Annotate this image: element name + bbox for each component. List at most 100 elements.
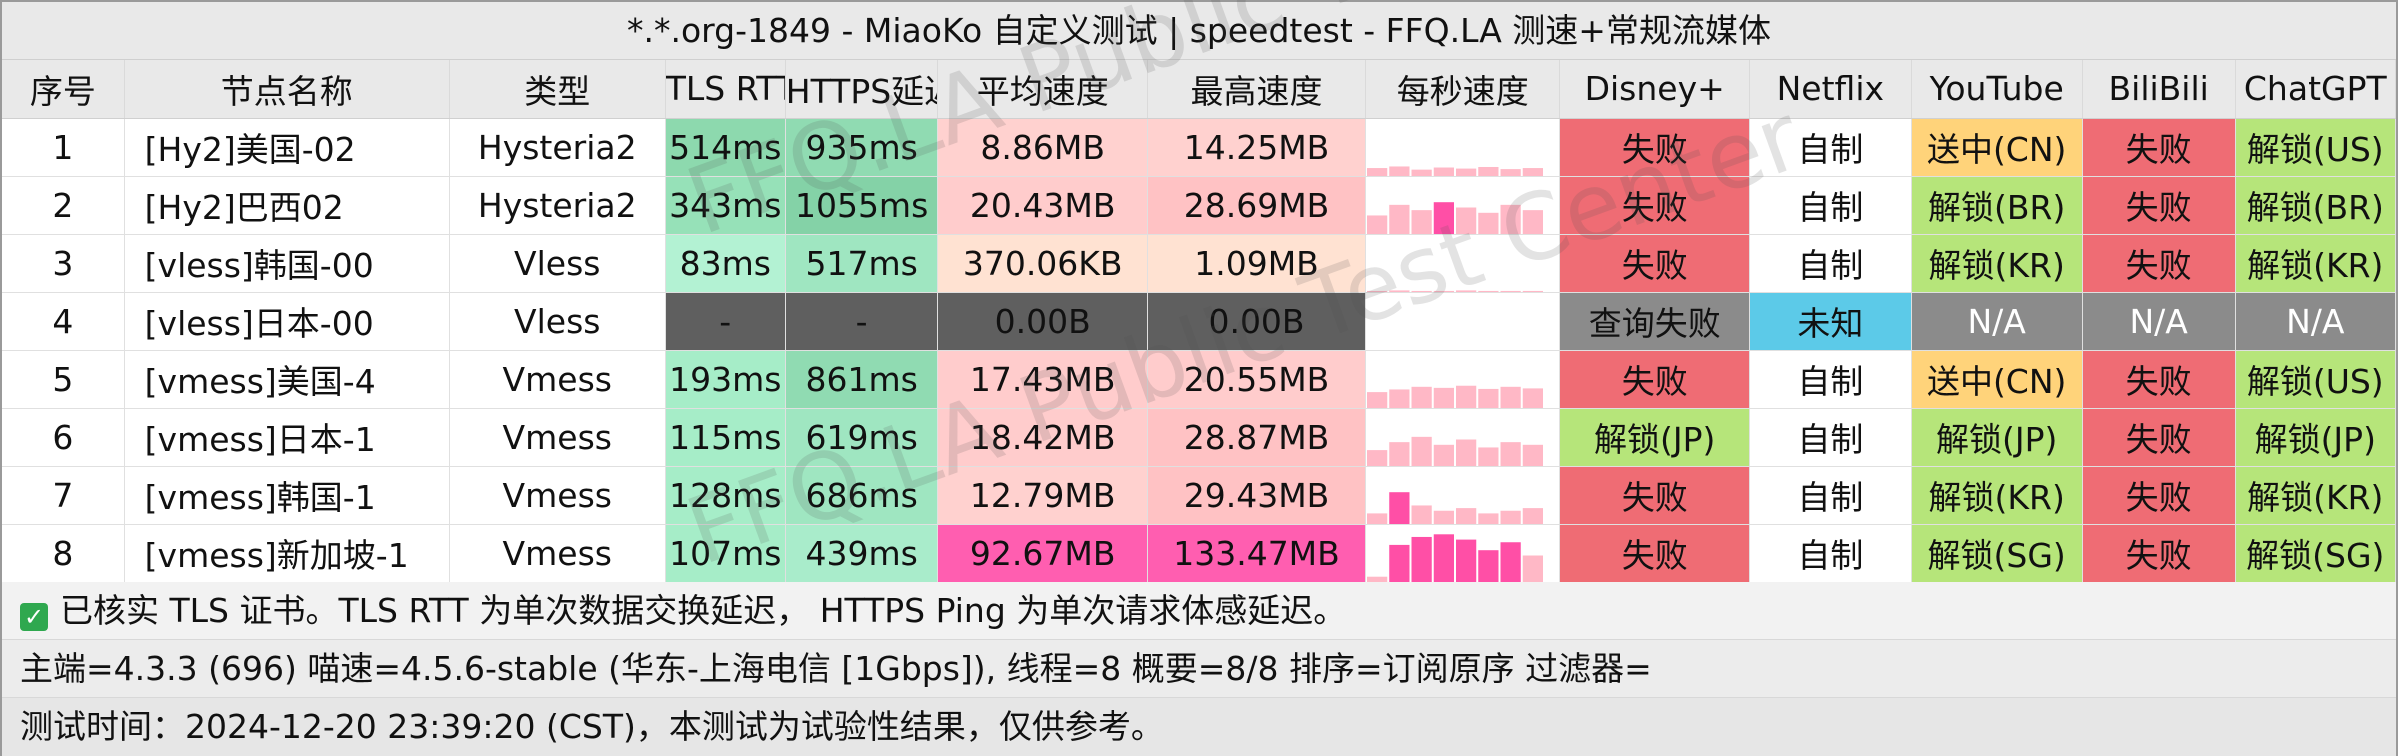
cell-bilibili: 失败: [2082, 234, 2236, 293]
cell-tls-rtt: 83ms: [665, 234, 786, 293]
cell-max-speed: 1.09MB: [1147, 234, 1367, 293]
cell-chatgpt: 解锁(US): [2235, 350, 2397, 409]
table-row: 2 [Hy2]巴西02 Hysteria2 343ms 1055ms 20.43MB 28.…: [2, 176, 2397, 235]
speed-bar: [1411, 209, 1432, 233]
cell-bilibili: 失败: [2082, 118, 2236, 177]
speed-bar: [1411, 436, 1432, 465]
per-second-speed-sparkline: [1367, 385, 1544, 407]
cell-tls-rtt: 107ms: [665, 524, 786, 583]
table-row: 8 [vmess]新加坡-1 Vmess 107ms 439ms 92.67MB 133.4…: [2, 524, 2397, 583]
speedtest-table: 序号 节点名称 类型 TLS RTT HTTPS延迟 平均速度 最高速度 每秒速…: [2, 60, 2397, 583]
cell-node-name: [vless]韩国-00: [124, 234, 450, 293]
cell-per-second-speed: [1365, 176, 1561, 235]
cell-bilibili: 失败: [2082, 466, 2236, 525]
cell-per-second-speed: [1365, 408, 1561, 467]
cell-netflix: 自制: [1749, 524, 1912, 583]
cell-type: Vmess: [449, 408, 666, 467]
speed-bar: [1389, 165, 1410, 175]
cell-per-second-speed: [1365, 292, 1561, 351]
cell-per-second-speed: [1365, 466, 1561, 525]
cell-youtube: 送中(CN): [1911, 350, 2083, 409]
cell-https-latency: 1055ms: [785, 176, 939, 235]
cell-type: Vmess: [449, 524, 666, 583]
cell-avg-speed: 92.67MB: [937, 524, 1148, 583]
cell-youtube: 解锁(SG): [1911, 524, 2083, 583]
speed-bar: [1456, 507, 1477, 523]
speed-bar: [1522, 167, 1544, 175]
per-second-speed-sparkline: [1367, 533, 1544, 581]
cell-node-name: [Hy2]美国-02: [124, 118, 450, 177]
cell-per-second-speed: [1365, 118, 1561, 177]
cell-per-second-speed: [1365, 234, 1561, 293]
speed-bar: [1522, 555, 1544, 581]
cell-disney: 失败: [1559, 524, 1751, 583]
cell-index: 1: [2, 118, 125, 177]
table-row: 3 [vless]韩国-00 Vless 83ms 517ms 370.06KB 1.09M…: [2, 234, 2397, 293]
window-title: *.*.org-1849 - MiaoKo 自定义测试 | speedtest …: [2, 2, 2396, 60]
cell-node-name: [vmess]美国-4: [124, 350, 450, 409]
speed-bar: [1500, 168, 1521, 175]
cell-avg-speed: 20.43MB: [937, 176, 1148, 235]
speed-bar: [1478, 290, 1499, 291]
cell-youtube: 送中(CN): [1911, 118, 2083, 177]
cell-type: Vless: [449, 292, 666, 351]
cell-node-name: [vmess]日本-1: [124, 408, 450, 467]
speed-bar: [1433, 444, 1455, 465]
speed-bar: [1411, 290, 1432, 291]
speed-bar: [1433, 510, 1455, 523]
cell-max-speed: 133.47MB: [1147, 524, 1367, 583]
cell-bilibili: 失败: [2082, 524, 2236, 583]
cell-avg-speed: 18.42MB: [937, 408, 1148, 467]
col-header-max-speed: 最高速度: [1147, 60, 1367, 119]
speed-bar: [1433, 290, 1455, 291]
speed-bar: [1478, 512, 1499, 523]
cell-index: 4: [2, 292, 125, 351]
speed-bar: [1389, 491, 1410, 523]
speed-bar: [1522, 209, 1544, 233]
cell-bilibili: 失败: [2082, 350, 2236, 409]
cell-https-latency: 619ms: [785, 408, 939, 467]
col-header-disney: Disney+: [1559, 60, 1751, 119]
cell-type: Hysteria2: [449, 176, 666, 235]
speed-bar: [1478, 166, 1499, 175]
cell-disney: 失败: [1559, 234, 1751, 293]
cell-https-latency: 517ms: [785, 234, 939, 293]
footer-tls-note-text: 已核实 TLS 证书。TLS RTT 为单次数据交换延迟， HTTPS Ping…: [60, 591, 1347, 630]
speed-bar: [1522, 507, 1544, 523]
cell-youtube: 解锁(BR): [1911, 176, 2083, 235]
per-second-speed-sparkline: [1367, 201, 1544, 233]
speed-bar: [1522, 444, 1544, 465]
cell-disney: 解锁(JP): [1559, 408, 1751, 467]
cell-node-name: [vmess]韩国-1: [124, 466, 450, 525]
table-body: 1 [Hy2]美国-02 Hysteria2 514ms 935ms 8.86MB 14.2…: [2, 118, 2397, 583]
cell-bilibili: 失败: [2082, 176, 2236, 235]
speed-bar: [1478, 212, 1499, 233]
cell-youtube: 解锁(KR): [1911, 234, 2083, 293]
cell-index: 3: [2, 234, 125, 293]
speed-bar: [1411, 504, 1432, 523]
speed-bar: [1367, 576, 1388, 581]
per-second-speed-sparkline: [1367, 165, 1544, 175]
speed-bar: [1456, 439, 1477, 465]
col-header-tls-rtt: TLS RTT: [665, 60, 786, 119]
cell-netflix: 自制: [1749, 350, 1912, 409]
speed-bar: [1433, 533, 1455, 581]
speed-bar: [1500, 510, 1521, 523]
speed-bar: [1522, 290, 1544, 291]
cell-type: Vmess: [449, 466, 666, 525]
cell-max-speed: 29.43MB: [1147, 466, 1367, 525]
col-header-avg-speed: 平均速度: [937, 60, 1148, 119]
cell-chatgpt: 解锁(SG): [2235, 524, 2397, 583]
cell-disney: 失败: [1559, 118, 1751, 177]
cell-youtube: 解锁(KR): [1911, 466, 2083, 525]
table-row: 6 [vmess]日本-1 Vmess 115ms 619ms 18.42MB 28.87M…: [2, 408, 2397, 467]
cell-chatgpt: 解锁(BR): [2235, 176, 2397, 235]
cell-youtube: 解锁(JP): [1911, 408, 2083, 467]
cell-tls-rtt: 343ms: [665, 176, 786, 235]
col-header-type: 类型: [449, 60, 666, 119]
cell-netflix: 自制: [1749, 408, 1912, 467]
cell-node-name: [vless]日本-00: [124, 292, 450, 351]
cell-chatgpt: N/A: [2235, 292, 2397, 351]
per-second-speed-sparkline: [1367, 436, 1544, 465]
speed-bar: [1500, 386, 1521, 407]
